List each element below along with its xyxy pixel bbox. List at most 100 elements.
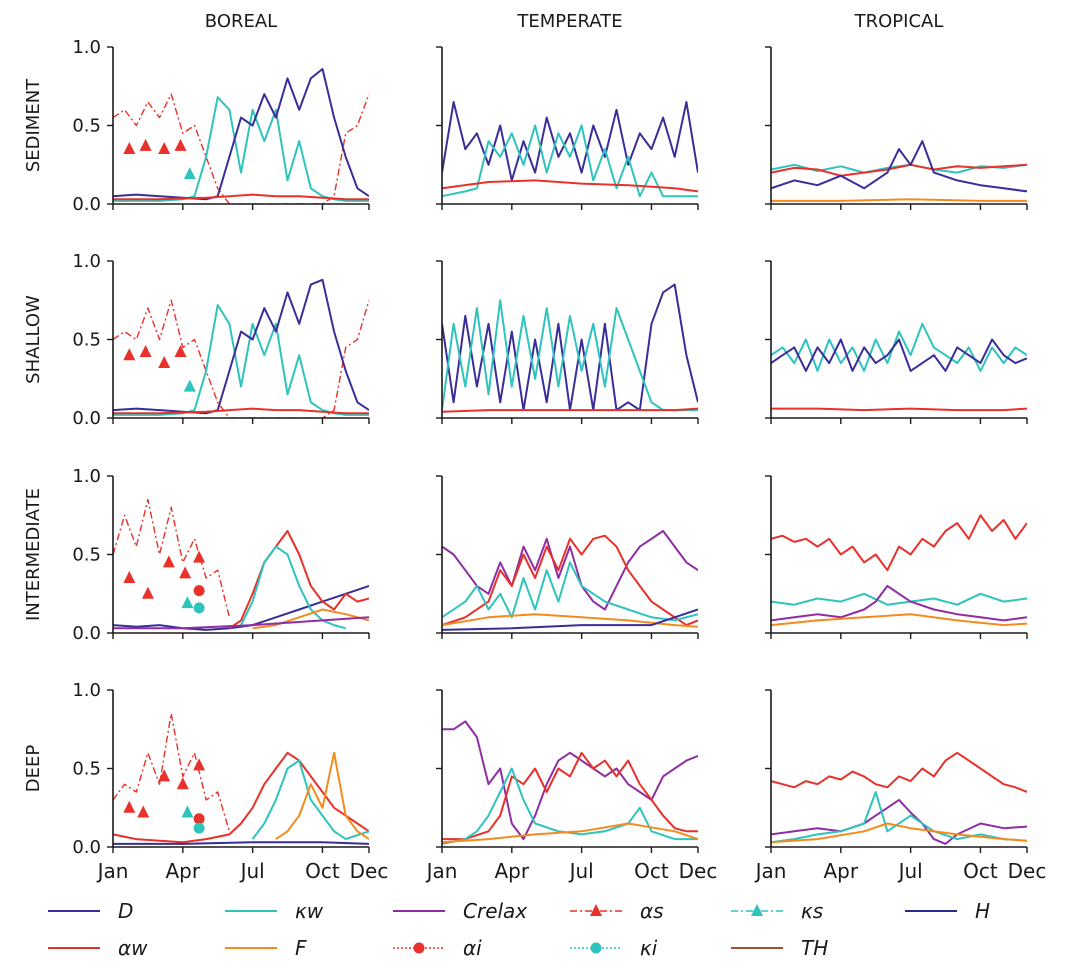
series-line-C (771, 584, 1027, 622)
y-tick-label: 0.5 (72, 330, 101, 351)
data-point-ki (193, 602, 205, 614)
x-tick-label: Oct (634, 859, 669, 883)
series-line-kw (113, 304, 369, 416)
y-tick-label: 0.5 (72, 545, 101, 566)
legend-item-TH: TH (731, 936, 828, 960)
panel-sediment-tropical (765, 46, 1028, 210)
data-point-as (158, 356, 171, 369)
x-tick-label: Apr (824, 859, 859, 883)
data-point-ks (181, 596, 194, 609)
series-line-kw (771, 791, 1027, 844)
series-line-F (771, 198, 1027, 202)
series-line-aw (442, 534, 698, 627)
series-line-D (771, 140, 1027, 193)
x-tick-label: Jul (897, 859, 923, 883)
x-tick-label: Jul (239, 859, 265, 883)
series-line-as (113, 498, 231, 618)
series-line-aw (442, 751, 698, 841)
y-tick-label: 1.0 (72, 466, 101, 487)
series-line-aw (228, 530, 369, 630)
series-line-aw (113, 193, 369, 201)
data-point-ks (181, 805, 194, 818)
column-title: TEMPERATE (516, 11, 622, 32)
plot-area (771, 751, 1027, 845)
series-line-as (113, 712, 231, 832)
panel-shallow-boreal: 0.0 0.5 1.0 (72, 251, 370, 429)
data-point-as (158, 769, 171, 782)
legend-label: TH (801, 936, 828, 960)
plot-area (771, 322, 1027, 412)
legend-label: κs (801, 899, 823, 923)
series-line-D (113, 584, 369, 631)
x-tick-label: Dec (350, 859, 389, 883)
plot-area (442, 530, 698, 631)
panel-shallow-temperate (436, 260, 699, 424)
series-line-aw (771, 514, 1027, 572)
plot-area (113, 278, 369, 418)
column-title: BOREAL (205, 11, 277, 32)
legend-label: αi (463, 936, 482, 960)
legend-label: H (975, 899, 990, 923)
y-tick-label: 0.0 (72, 408, 101, 429)
legend-item-H: H (905, 899, 990, 923)
x-tick-label: Apr (495, 859, 530, 883)
series-line-D (113, 68, 369, 201)
series-line-aw (771, 751, 1027, 793)
legend-item-kw: κw (225, 899, 324, 923)
data-point-as (141, 586, 154, 599)
panel-shallow-tropical (765, 260, 1028, 424)
series-line-C (442, 530, 698, 611)
data-point-as (179, 566, 192, 579)
data-point-as (176, 777, 189, 790)
series-line-kw (771, 592, 1027, 606)
series-line-F (252, 608, 369, 630)
legend-item-aw: αw (48, 936, 148, 960)
plot-area (113, 498, 369, 631)
series-line-F (275, 751, 369, 840)
row-title: INTERMEDIATE (23, 488, 44, 621)
y-tick-label: 0.5 (72, 116, 101, 137)
series-line-C (113, 616, 369, 630)
series-line-aw (442, 179, 698, 193)
data-point-as (193, 758, 206, 771)
column-title: TROPICAL (854, 11, 944, 32)
series-line-F (771, 822, 1027, 844)
legend-label: αw (118, 936, 148, 960)
plot-area (771, 140, 1027, 202)
x-tick-label: Oct (305, 859, 340, 883)
plot-area (771, 514, 1027, 627)
plot-area (442, 101, 698, 198)
series-line-aw (771, 407, 1027, 412)
x-tick-label: Dec (679, 859, 718, 883)
panel-sediment-boreal: 0.0 0.5 1.0 (72, 37, 370, 215)
series-line-C (771, 798, 1027, 845)
legend-label: D (118, 899, 133, 923)
legend-item-ks: κs (731, 899, 823, 923)
legend-label: Crelax (463, 899, 527, 923)
row-title: SHALLOW (23, 295, 44, 384)
plot-area (113, 68, 369, 204)
y-tick-label: 0.0 (72, 194, 101, 215)
x-tick-label: Jan (96, 859, 129, 883)
x-tick-label: Oct (963, 859, 998, 883)
panel-intermediate-temperate (436, 475, 699, 639)
series-line-D (442, 608, 698, 631)
series-line-F (442, 822, 698, 844)
data-point-as (162, 555, 175, 568)
series-line-kw (251, 759, 369, 841)
legend-item-C: Crelax (393, 899, 527, 923)
series-line-kw (442, 299, 698, 412)
panel-deep-boreal: 0.0 0.5 1.0 Jan Apr Jul Oct Dec (72, 680, 388, 883)
y-tick-label: 1.0 (72, 680, 101, 701)
series-line-aw (113, 751, 369, 844)
data-point-as (158, 142, 171, 155)
legend-label: F (295, 936, 307, 960)
series-line-kw (442, 124, 698, 198)
legend-item-as: αs (570, 899, 664, 923)
plot-area (442, 720, 698, 845)
x-tick-label: Jul (568, 859, 594, 883)
panel-intermediate-boreal: 0.0 0.5 1.0 (72, 466, 370, 644)
